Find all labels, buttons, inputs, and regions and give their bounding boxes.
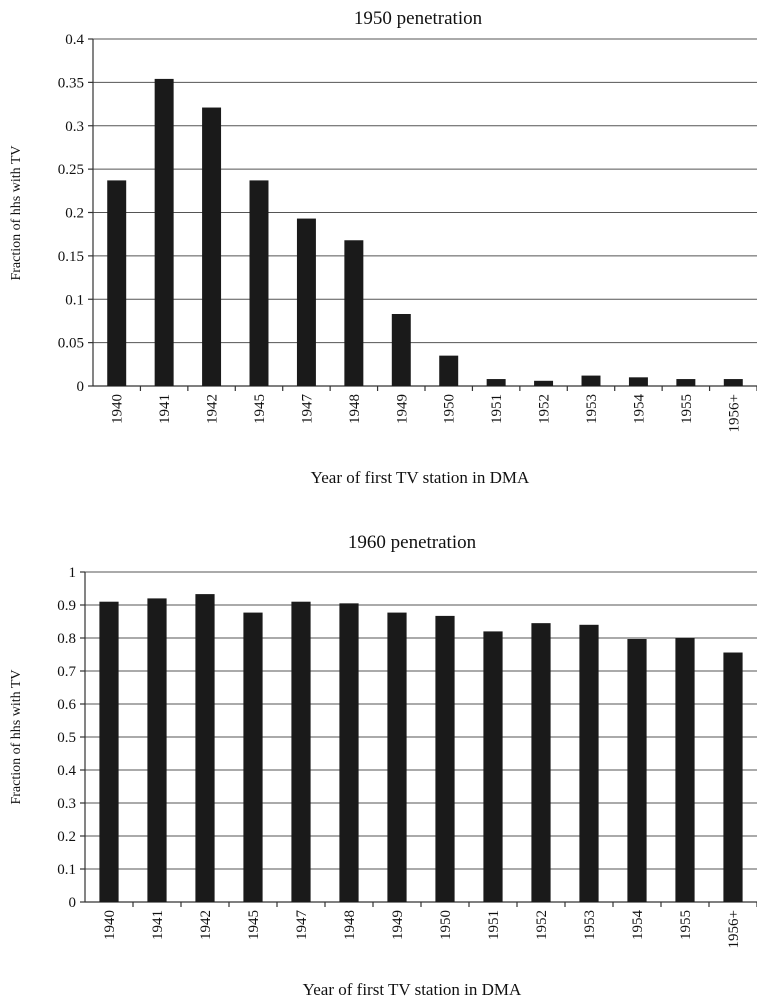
- x-tick-label: 1954: [630, 910, 646, 941]
- y-tick-label: 0.2: [65, 206, 84, 222]
- x-tick-label: 1945: [246, 910, 262, 940]
- x-tick-label: 1951: [489, 394, 505, 424]
- y-tick-label: 0.4: [57, 763, 76, 779]
- bar-1942: [195, 594, 215, 902]
- y-axis-label: Fraction of hhs with TV: [9, 669, 24, 804]
- x-tick-label: 1956+: [726, 910, 742, 948]
- bar-1945: [249, 180, 269, 386]
- y-tick-label: 0.2: [57, 829, 76, 845]
- x-tick-label: 1949: [390, 910, 406, 940]
- y-tick-label: 0.6: [57, 697, 76, 713]
- y-tick-label: 0.35: [58, 75, 84, 91]
- bar-1956+: [723, 379, 743, 386]
- x-tick-label: 1942: [198, 910, 214, 940]
- y-axis-label: Fraction of hhs with TV: [9, 145, 24, 280]
- bar-1954: [628, 377, 648, 386]
- bar-1952: [534, 380, 554, 386]
- y-tick-label: 0.05: [58, 336, 84, 352]
- x-tick-label: 1942: [205, 394, 221, 424]
- x-tick-label: 1947: [294, 910, 310, 941]
- y-tick-label: 0: [69, 895, 77, 911]
- bar-1950: [439, 355, 459, 386]
- bar-1942: [202, 107, 222, 386]
- bar-1950: [435, 615, 455, 902]
- bar-1951: [486, 379, 506, 386]
- x-tick-label: 1948: [342, 910, 358, 940]
- x-tick-label: 1949: [394, 394, 410, 424]
- y-tick-label: 0.15: [58, 249, 84, 265]
- y-tick-label: 0.25: [58, 162, 84, 178]
- chart-title: 1950 penetration: [354, 8, 483, 29]
- y-tick-label: 0.3: [65, 119, 84, 135]
- bar-1955: [676, 379, 696, 386]
- y-tick-label: 0: [77, 379, 85, 395]
- x-tick-label: 1941: [157, 394, 173, 424]
- bar-1953: [581, 375, 601, 386]
- y-tick-label: 0.1: [65, 292, 84, 308]
- bar-1953: [579, 624, 599, 902]
- bar-1945: [243, 612, 263, 902]
- x-tick-label: 1940: [110, 394, 126, 424]
- y-tick-label: 1: [69, 565, 77, 581]
- x-tick-label: 1953: [582, 910, 598, 940]
- plot-area: 0 0.05 0.1 0.15 0.2 0.25 0.3 0.35 0.4 1940 1941 194…: [58, 32, 757, 432]
- bar-1956+: [723, 652, 743, 902]
- x-tick-label: 1954: [631, 394, 647, 425]
- x-tick-label: 1955: [678, 910, 694, 940]
- chart-1960-penetration: 1960 penetration Fraction of hhs with TV…: [9, 532, 757, 999]
- plot-area: 0 0.1 0.2 0.3 0.4 0.5 0.6 0.7 0.8 0.9 1 1940 1941 194…: [57, 565, 757, 948]
- y-tick-label: 0.1: [57, 862, 76, 878]
- bar-1941: [147, 598, 167, 902]
- x-tick-label: 1950: [442, 394, 458, 424]
- chart-title: 1960 penetration: [348, 532, 477, 553]
- x-tick-label: 1952: [534, 910, 550, 940]
- y-tick-label: 0.3: [57, 796, 76, 812]
- bar-1954: [627, 638, 647, 902]
- bar-1948: [344, 240, 364, 386]
- y-tick-label: 0.8: [57, 631, 76, 647]
- bar-1951: [483, 631, 503, 902]
- bar-1952: [531, 623, 551, 902]
- x-tick-label: 1956+: [726, 394, 742, 432]
- x-axis-label: Year of first TV station in DMA: [303, 980, 522, 999]
- bar-1955: [675, 638, 695, 902]
- x-tick-label: 1941: [150, 910, 166, 940]
- x-tick-label: 1955: [679, 394, 695, 424]
- x-tick-label: 1948: [347, 394, 363, 424]
- x-tick-label: 1940: [102, 910, 118, 940]
- y-tick-label: 0.9: [57, 598, 76, 614]
- y-tick-label: 0.4: [65, 32, 84, 48]
- x-tick-label: 1945: [252, 394, 268, 424]
- bar-1948: [339, 603, 359, 902]
- x-tick-label: 1947: [299, 394, 315, 425]
- chart-1950-penetration: 1950 penetration Fraction of hhs with TV…: [9, 8, 757, 487]
- x-tick-label: 1952: [537, 394, 553, 424]
- bar-1947: [291, 601, 311, 902]
- bar-1940: [107, 180, 127, 386]
- bar-1949: [391, 313, 411, 386]
- bar-1949: [387, 612, 407, 902]
- x-axis-label: Year of first TV station in DMA: [311, 468, 530, 487]
- y-tick-label: 0.7: [57, 664, 76, 680]
- bar-1947: [296, 218, 316, 386]
- y-tick-label: 0.5: [57, 730, 76, 746]
- x-tick-label: 1950: [438, 910, 454, 940]
- x-tick-label: 1951: [486, 910, 502, 940]
- bar-1941: [154, 78, 174, 386]
- x-tick-label: 1953: [584, 394, 600, 424]
- bar-1940: [99, 601, 119, 902]
